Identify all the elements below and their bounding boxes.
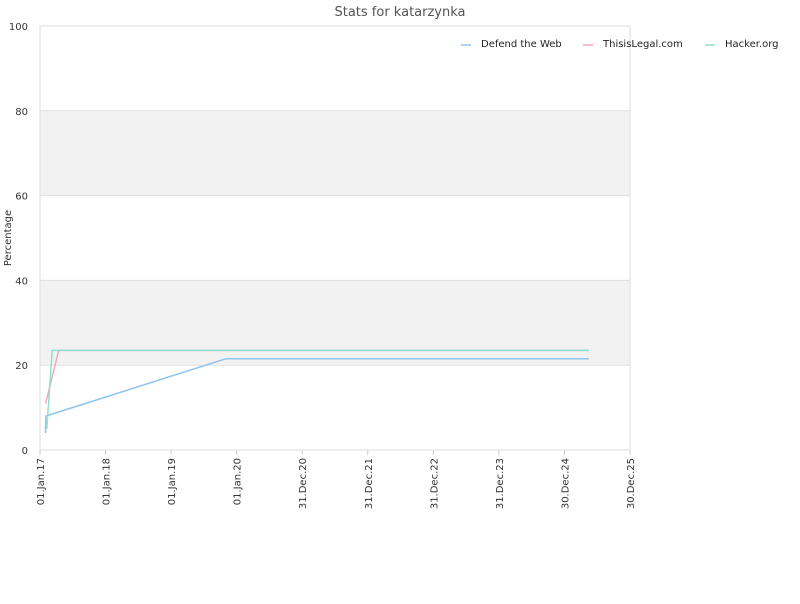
- background-bands: [40, 110, 630, 366]
- y-tick-label: 40: [15, 276, 28, 287]
- x-tick-label: 31.Dec.22: [429, 458, 440, 509]
- y-tick-label: 80: [15, 107, 28, 118]
- y-tick-label: 0: [22, 446, 28, 457]
- legend-label: Defend the Web: [481, 39, 562, 50]
- legend-label: ThisisLegal.com: [602, 39, 683, 50]
- x-tick-label: 30.Dec.25: [626, 458, 637, 509]
- y-tick-label: 20: [15, 361, 28, 372]
- grid-lines: [40, 25, 630, 451]
- x-tick-label: 01.Jan.20: [233, 458, 244, 505]
- y-tick-label: 60: [15, 192, 28, 203]
- x-tick-label: 01.Jan.19: [167, 458, 178, 505]
- x-tick-label: 31.Dec.23: [495, 458, 506, 509]
- chart-title: Stats for katarzynka: [334, 5, 465, 20]
- x-axis-ticks: 01.Jan.17 01.Jan.18 01.Jan.19 01.Jan.20 31.D…: [36, 450, 637, 509]
- series-line: [44, 358, 589, 434]
- x-tick-label: 01.Jan.18: [102, 458, 113, 505]
- background-band: [40, 280, 630, 366]
- series-line: [46, 349, 589, 429]
- legend-label: Hacker.org: [725, 39, 779, 50]
- x-tick-label: 30.Dec.24: [560, 458, 571, 509]
- y-axis-label: Percentage: [3, 210, 14, 266]
- x-tick-label: 31.Dec.20: [298, 458, 309, 509]
- y-axis-ticks: 0 20 40 60 80 100: [9, 22, 28, 457]
- legend: Defend the Web ThisisLegal.com Hacker.org: [461, 39, 779, 50]
- x-tick-label: 31.Dec.21: [364, 458, 375, 509]
- y-tick-label: 100: [9, 22, 28, 33]
- background-band: [40, 110, 630, 196]
- series-lines: [44, 349, 589, 434]
- x-tick-label: 01.Jan.17: [36, 458, 47, 505]
- plot-frame: [39, 25, 631, 451]
